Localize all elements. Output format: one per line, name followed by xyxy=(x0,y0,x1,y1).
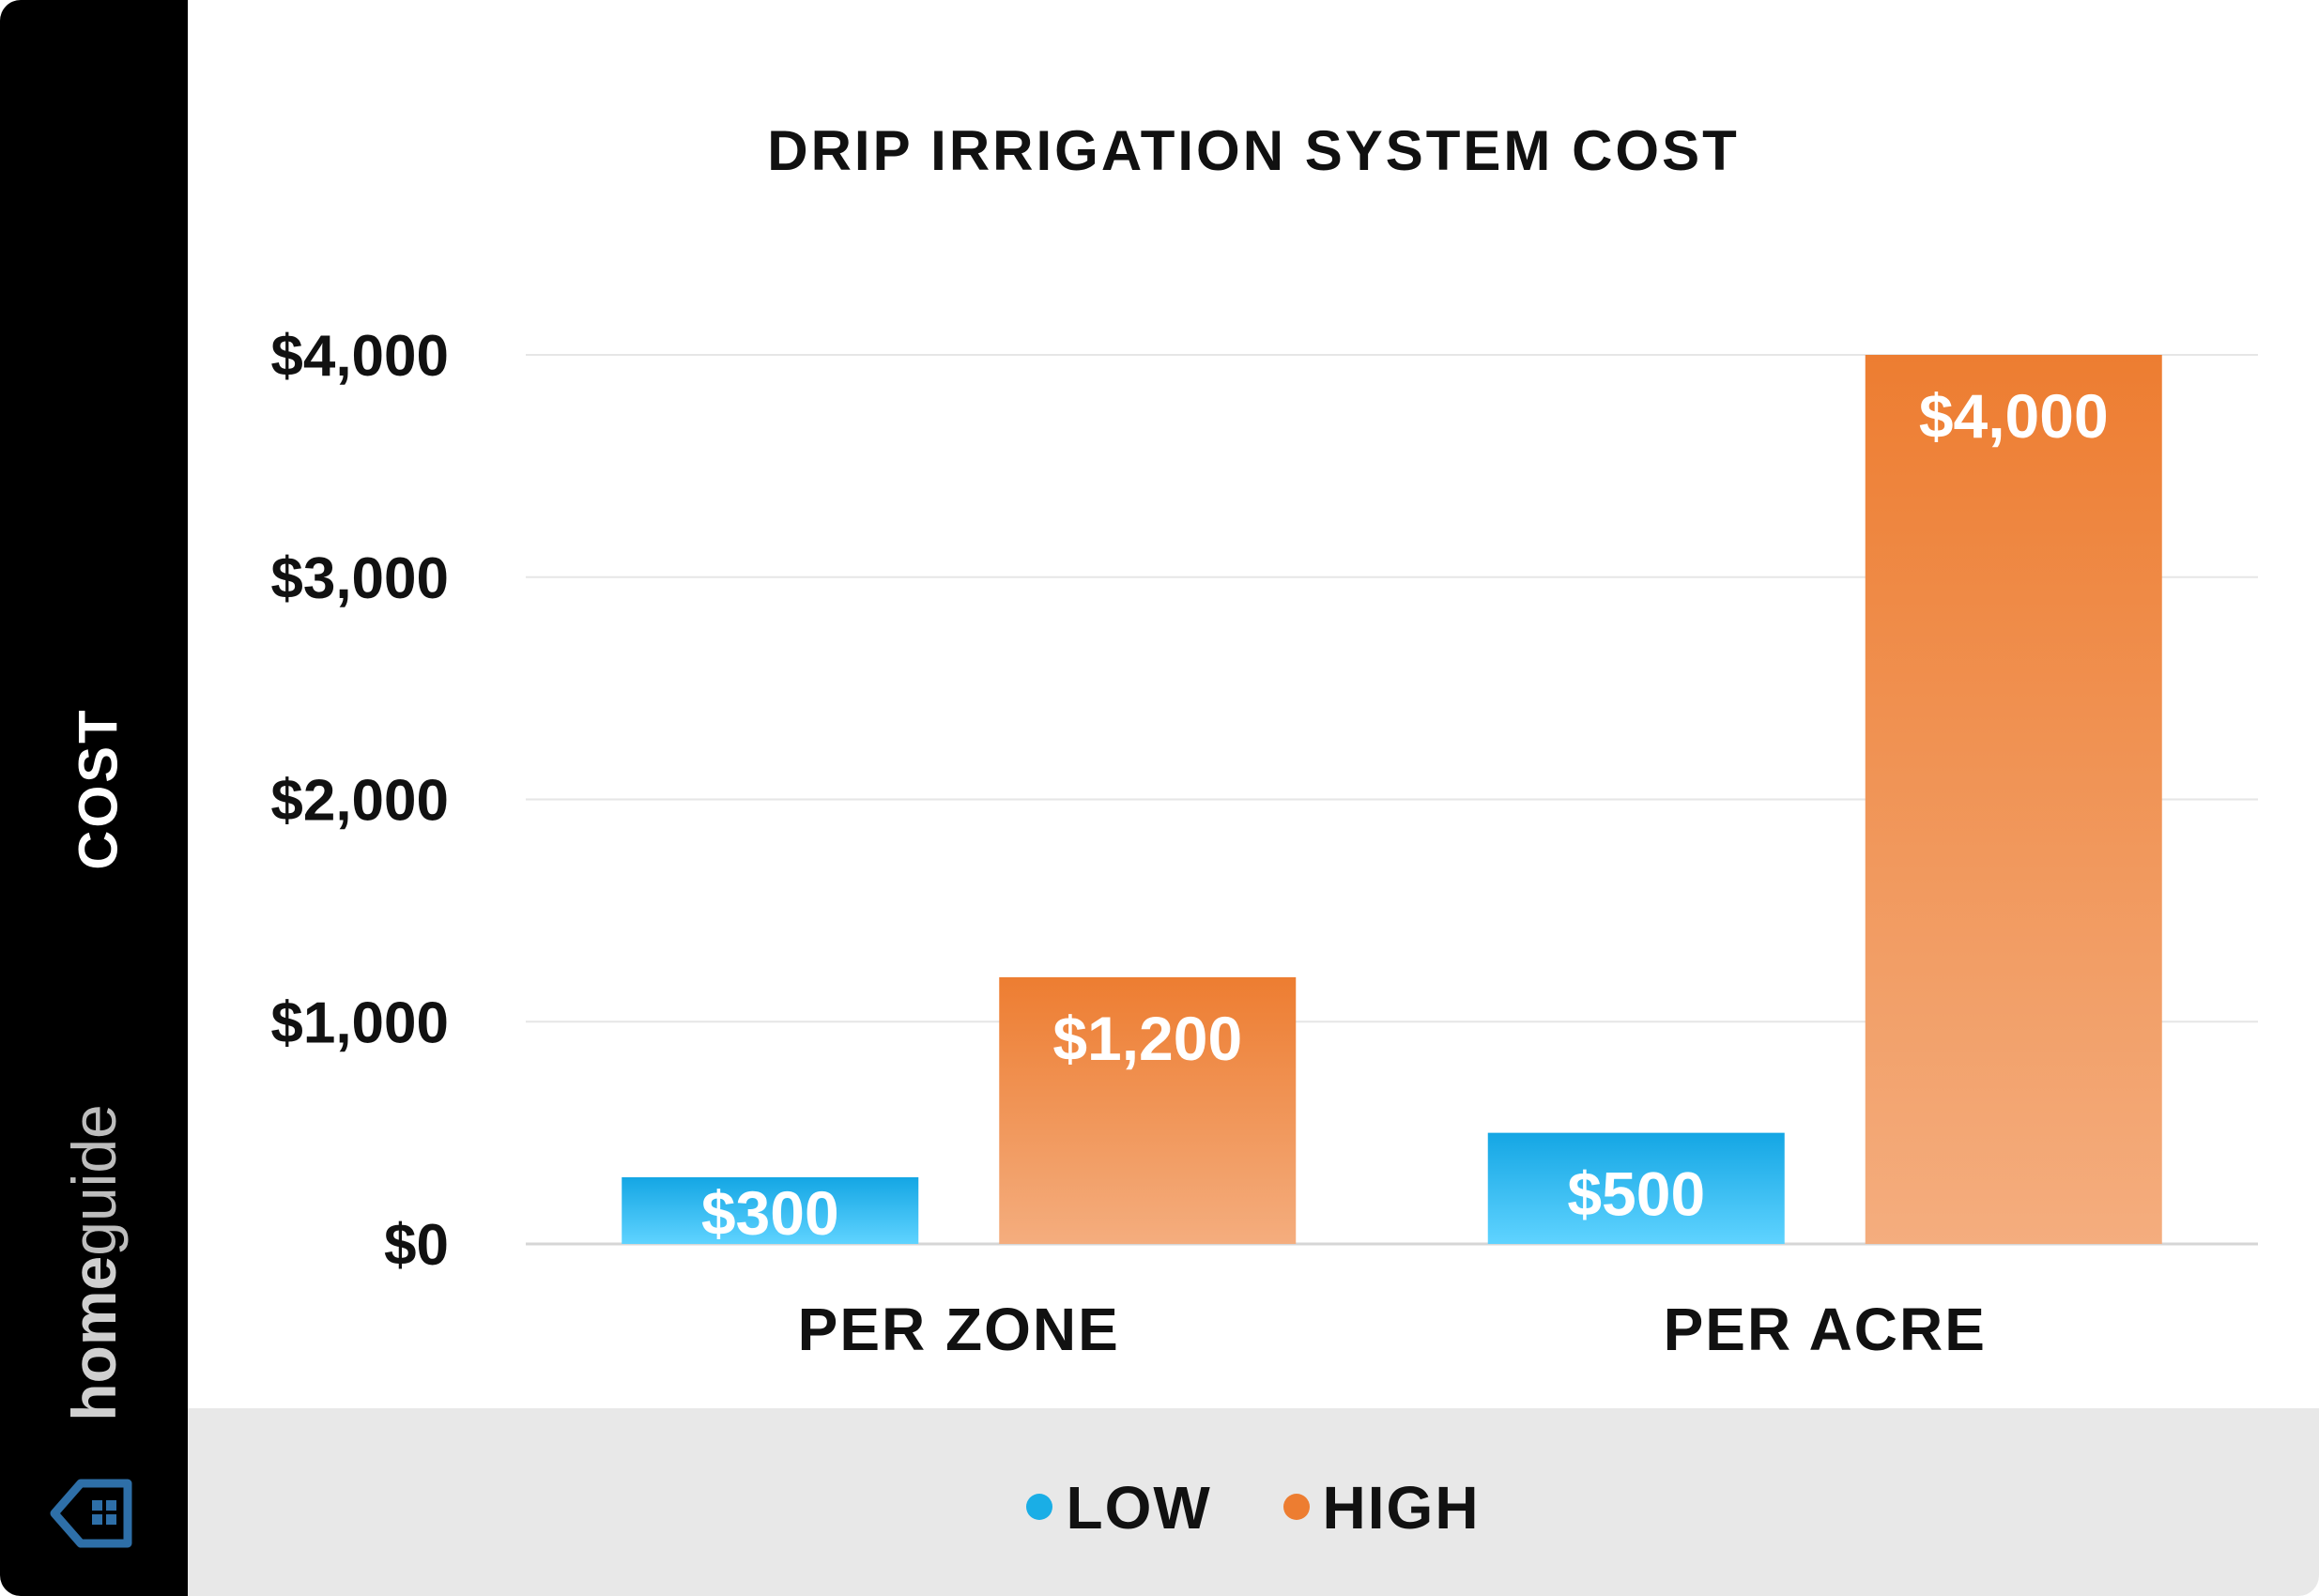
category-label: PER ACRE xyxy=(1664,1296,1987,1363)
data-label-low-0: $300 xyxy=(701,1178,839,1248)
y-tick-label: $4,000 xyxy=(270,324,449,389)
legend-dot-high xyxy=(1282,1494,1310,1521)
y-tick-label: $0 xyxy=(384,1213,449,1278)
chart-title: DRIP IRRIGATION SYSTEM COST xyxy=(767,119,1740,182)
y-tick-label: $2,000 xyxy=(270,769,449,834)
x-axis-categories: PER ZONE PER ACRE xyxy=(798,1296,1987,1363)
y-tick-label: $3,000 xyxy=(270,546,449,611)
legend-item-low: LOW xyxy=(1026,1473,1211,1542)
bar-high-1 xyxy=(1865,355,2162,1244)
data-label-high-0: $1,200 xyxy=(1052,1004,1242,1073)
legend-label-low: LOW xyxy=(1066,1474,1212,1542)
bars: $300 $1,200 $500 $4,000 xyxy=(622,355,2162,1248)
data-label-high-1: $4,000 xyxy=(1919,381,2109,451)
bar-low-0 xyxy=(622,1176,919,1244)
house-icon xyxy=(50,1479,132,1548)
legend-band: LOW HIGH xyxy=(188,1408,2319,1596)
legend: LOW HIGH xyxy=(188,1468,2319,1542)
bar-high-0 xyxy=(999,976,1297,1244)
legend-dot-low xyxy=(1026,1494,1053,1521)
y-tick-label: $1,000 xyxy=(270,990,449,1055)
bar-low-1 xyxy=(1487,1132,1785,1244)
data-label-low-1: $500 xyxy=(1567,1159,1705,1229)
sidebar: COST homeguide xyxy=(0,0,188,1596)
category-label: PER ZONE xyxy=(798,1296,1120,1363)
y-axis-ticks: $0 $1,000 $2,000 $3,000 $4,000 xyxy=(270,324,449,1278)
legend-label-high: HIGH xyxy=(1322,1474,1481,1542)
legend-item-high: HIGH xyxy=(1282,1473,1481,1542)
